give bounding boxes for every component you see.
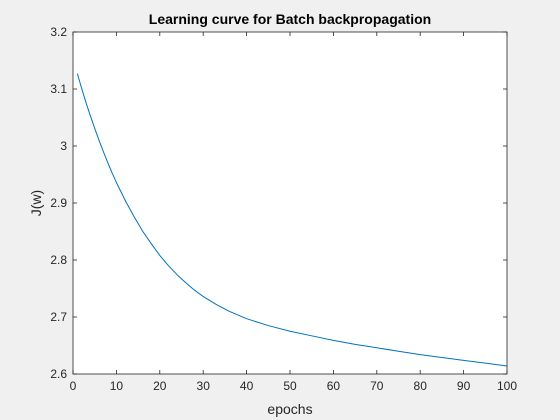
- x-tick-label: 80: [414, 379, 428, 393]
- y-tick-label: 3: [60, 139, 67, 153]
- y-tick-label: 3.1: [50, 82, 67, 96]
- y-tick-label: 2.8: [50, 253, 67, 267]
- series-layer: [76, 73, 508, 367]
- x-tick-label: 40: [240, 379, 254, 393]
- plot-area: [73, 32, 507, 374]
- x-tick-label: 20: [153, 379, 167, 393]
- ticks-layer: 0 10 20 30 40 50 60 70 80 90 100 2.6 2.7 2.8 2.9 3 3.1 3.…: [50, 25, 517, 393]
- x-tick-label: 30: [197, 379, 211, 393]
- y-tick-label: 3.2: [50, 25, 67, 39]
- y-tick-label: 2.7: [50, 310, 67, 324]
- axes-box: [72, 31, 508, 375]
- y-tick-label: 2.6: [50, 367, 67, 381]
- x-axis-label: epochs: [267, 401, 312, 417]
- series-line: [76, 73, 508, 367]
- x-tick-label: 0: [70, 379, 77, 393]
- x-tick-label: 70: [370, 379, 384, 393]
- x-tick-label: 50: [283, 379, 297, 393]
- y-axis-label: J(w): [28, 190, 44, 216]
- x-tick-label: 60: [327, 379, 341, 393]
- chart-title: Learning curve for Batch backpropagation: [149, 11, 431, 27]
- x-tick-label: 90: [457, 379, 471, 393]
- y-tick-label: 2.9: [50, 196, 67, 210]
- x-tick-label: 10: [110, 379, 124, 393]
- x-tick-label: 100: [497, 379, 517, 393]
